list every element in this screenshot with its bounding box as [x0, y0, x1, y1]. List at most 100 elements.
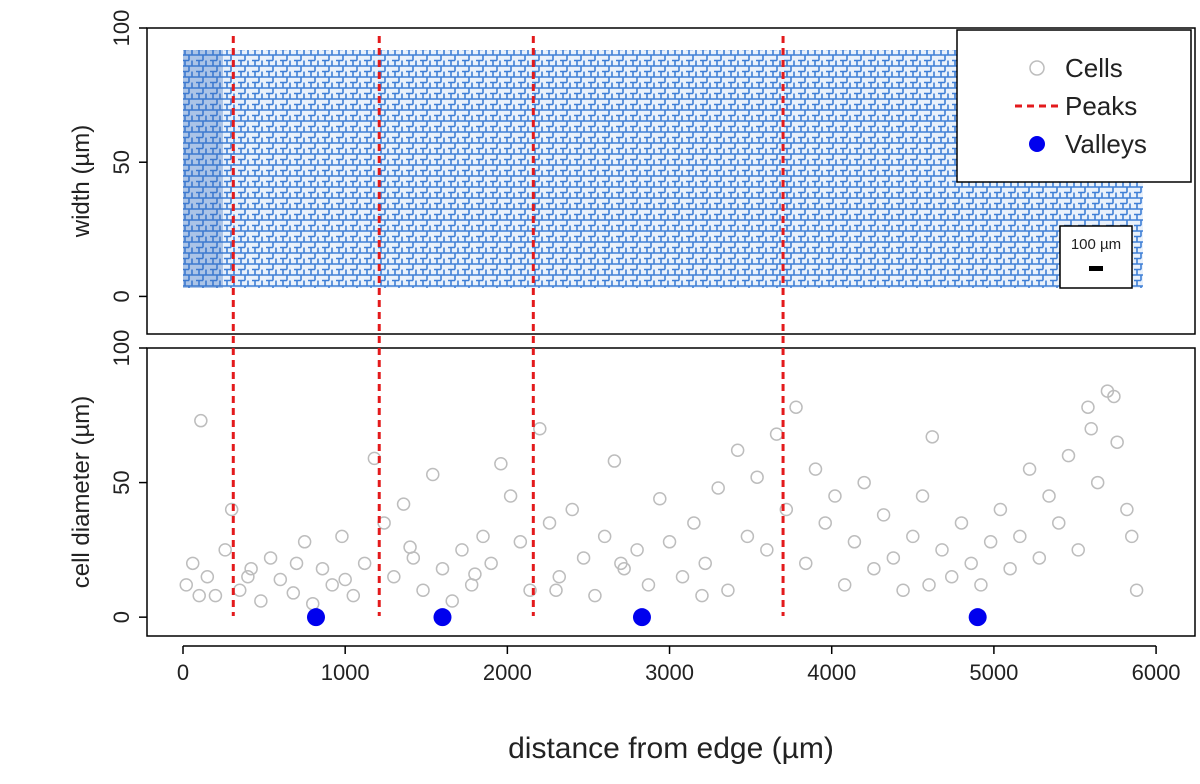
x-tick-label: 1000 [321, 660, 370, 685]
legend-label: Cells [1065, 53, 1123, 83]
cell-point [297, 535, 312, 549]
cell-point [476, 529, 490, 544]
x-tick-label: 6000 [1132, 660, 1181, 685]
tissue-edge [183, 50, 223, 288]
cell-point [740, 529, 755, 544]
legend-symbol [1029, 60, 1045, 76]
cell-point [1003, 561, 1017, 576]
cell-point [837, 578, 852, 592]
cell-point [974, 578, 988, 592]
x-tick-label: 5000 [969, 660, 1018, 685]
bottom-panel-frame [146, 347, 1196, 637]
y-axis-title: width (µm) [68, 125, 95, 239]
cell-point [847, 535, 862, 549]
cell-point [687, 516, 701, 530]
cell-point [416, 583, 430, 597]
cell-point [964, 556, 978, 571]
cell-point [387, 570, 401, 584]
cell-point [641, 578, 656, 592]
y-tick-label: 0 [109, 611, 134, 623]
cell-point [867, 561, 881, 576]
cell-point [983, 535, 998, 549]
cell-point [954, 516, 969, 530]
cell-point [396, 497, 411, 511]
y-axis-title: cell diameter (µm) [68, 396, 95, 589]
cell-point [935, 543, 949, 557]
cell-point [523, 583, 537, 597]
cell-point [263, 551, 278, 565]
legend-box [956, 29, 1192, 183]
cell-point [576, 551, 591, 565]
cell-point [1084, 421, 1098, 436]
x-tick-label: 0 [177, 660, 189, 685]
cell-point [494, 456, 508, 471]
cell-point [185, 556, 200, 571]
cell-point [1032, 551, 1047, 565]
cell-point [286, 586, 301, 600]
cell-point [1120, 502, 1134, 517]
legend-label: Valleys [1065, 129, 1147, 159]
cell-point [346, 588, 361, 603]
cell-point [241, 570, 255, 584]
cell-point [338, 572, 352, 587]
cell-point [542, 516, 557, 530]
y-tick-label: 50 [109, 470, 134, 494]
cell-point [588, 588, 602, 603]
cell-point [254, 594, 268, 608]
cell-point [192, 588, 206, 603]
x-axis-title: distance from edge (µm) [508, 732, 834, 765]
cell-point [750, 470, 764, 484]
cell-point [1061, 448, 1076, 463]
cell-point [194, 413, 208, 428]
cell-point [179, 578, 193, 592]
cell-point [896, 583, 910, 597]
cell-point [325, 578, 339, 592]
cell-point [435, 561, 450, 576]
cell-point [886, 551, 901, 565]
cell-point [468, 567, 482, 581]
cell-point [675, 570, 690, 584]
cell-point [1107, 389, 1121, 404]
scale-bar [1089, 266, 1103, 271]
cell-point [244, 561, 258, 576]
valley-point [433, 608, 452, 627]
cell-point [552, 570, 567, 584]
cell-point [799, 556, 813, 571]
cell-point [915, 489, 930, 503]
cell-point [630, 543, 644, 557]
cell-point [1022, 462, 1037, 476]
cell-point [403, 540, 417, 554]
x-tick-label: 3000 [645, 660, 694, 685]
cell-point [533, 421, 547, 436]
cell-point [273, 572, 288, 587]
legend-symbol [1029, 136, 1045, 152]
cell-point [789, 400, 803, 414]
cell-point [721, 583, 735, 597]
cell-point [1013, 529, 1027, 544]
cell-point [808, 462, 823, 476]
cell-point [711, 481, 725, 495]
y-tick-label: 50 [109, 150, 134, 174]
cell-point [455, 543, 469, 557]
cell-point [695, 588, 709, 603]
cell-point [1129, 583, 1144, 597]
cell-point [445, 594, 459, 608]
y-tick-label: 100 [109, 330, 134, 367]
cell-point [233, 583, 247, 597]
cell-point [1081, 400, 1095, 414]
cell-point [335, 529, 349, 544]
plot-layer: 0 50 100 width (µm) 0 50 100 cell diameter (µm)… [68, 10, 1192, 765]
cell-point [818, 516, 832, 530]
scale-bar-box [1059, 225, 1133, 289]
legend-label: Peaks [1065, 91, 1137, 121]
cell-point [925, 430, 940, 444]
cell-point [876, 508, 891, 522]
cell-point [653, 491, 667, 506]
top-panel-frame [146, 27, 1196, 335]
cell-point [208, 588, 223, 603]
cell-point [760, 543, 774, 557]
cell-point [607, 454, 622, 468]
valley-point [306, 608, 325, 627]
cell-point [218, 543, 232, 557]
cell-point [1125, 529, 1139, 544]
